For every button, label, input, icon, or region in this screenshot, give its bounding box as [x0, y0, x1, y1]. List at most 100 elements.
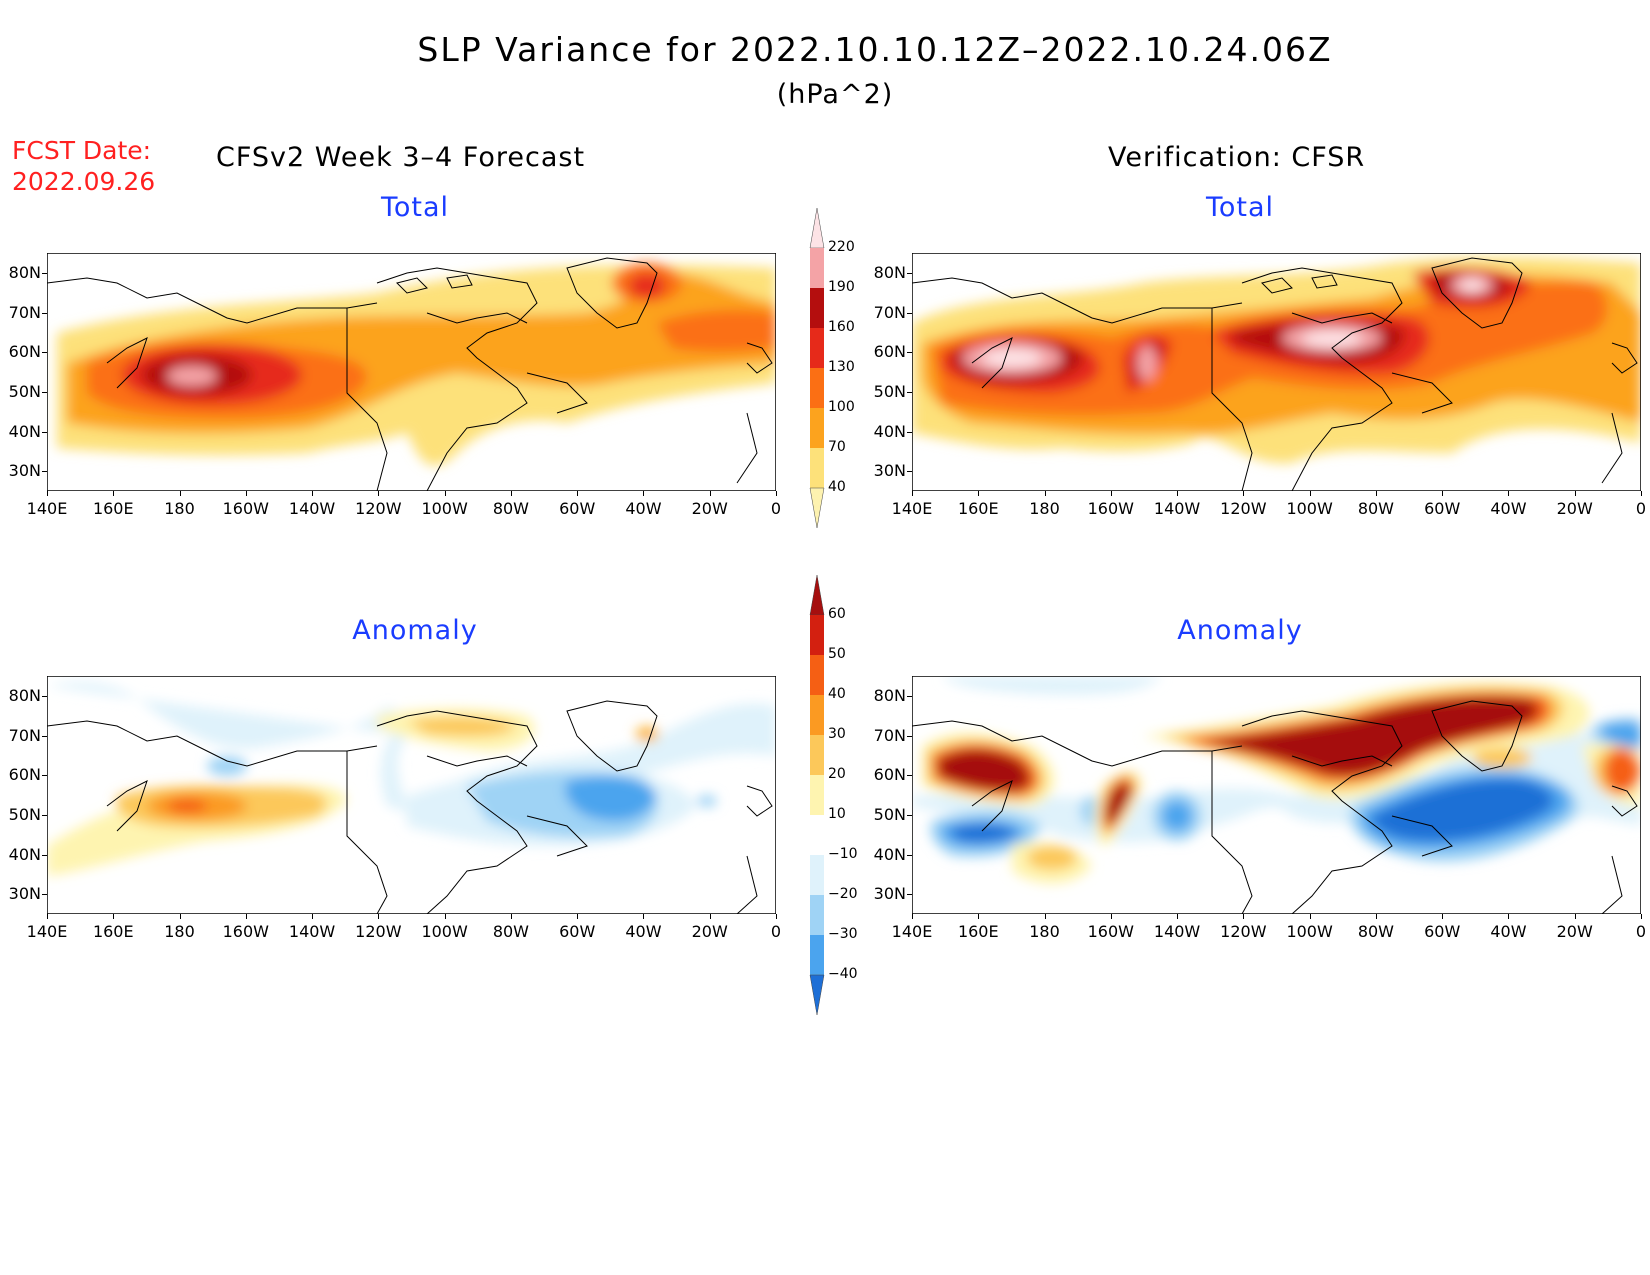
verification-anomaly-lon-label: 120W — [1220, 922, 1267, 941]
forecast-total-lon-tick — [312, 491, 314, 496]
figure-title: SLP Variance for 2022.10.10.12Z–2022.10.… — [417, 30, 1333, 69]
forecast-total-lat-label: 70N — [8, 302, 41, 322]
anomaly-colorbar-label: 30 — [828, 726, 846, 742]
total-colorbar-label: 70 — [828, 439, 846, 455]
verification-total-subtitle: Total — [1205, 192, 1275, 223]
forecast-anomaly-lat-tick — [42, 735, 47, 737]
anomaly-colorbar-label: −20 — [828, 886, 858, 902]
forecast-total-lon-label: 160E — [92, 499, 134, 518]
forecast-anomaly-contour-20-b — [407, 716, 517, 737]
verification-total-lat-label: 50N — [873, 381, 906, 401]
anomaly-colorbar-segment — [810, 735, 824, 775]
verification-anomaly-map — [912, 676, 1641, 914]
forecast-anomaly-lon-label: 180 — [164, 922, 195, 941]
anomaly-colorbar-segment — [810, 615, 824, 655]
verification-total-lon-label: 140W — [1153, 499, 1201, 518]
verification-total-lon-label: 140E — [891, 499, 933, 518]
verification-anomaly-lon-label: 160E — [957, 922, 999, 941]
anomaly-colorbar-label: 60 — [828, 606, 846, 622]
forecast-anomaly-lat-tick — [42, 695, 47, 697]
verification-total-contour-190-b — [1137, 345, 1157, 381]
verification-anomaly-lon-label: 0 — [1635, 922, 1647, 941]
verification-total-lat-tick — [907, 431, 912, 433]
forecast-anomaly-lon-label: 40W — [625, 922, 662, 941]
anomaly-colorbar-label: −40 — [828, 966, 858, 982]
verification-anomaly-lat-label: 60N — [873, 765, 906, 785]
anomaly-colorbar-label: −10 — [828, 846, 858, 862]
forecast-anomaly-lon-tick — [378, 914, 380, 919]
forecast-total-lon-tick — [709, 491, 711, 496]
forecast-total-lon-label: 140W — [288, 499, 336, 518]
forecast-anomaly-lon-tick — [776, 914, 777, 919]
anomaly-colorbar-segment — [810, 815, 824, 855]
forecast-total-lat-label: 50N — [8, 381, 41, 401]
verification-total-lat-tick — [907, 312, 912, 314]
verification-anomaly-lon-label: 60W — [1424, 922, 1461, 941]
forecast-total-lat-tick — [42, 312, 47, 314]
verification-total-lon-label: 20W — [1556, 499, 1593, 518]
verification-total-lon-label: 180 — [1029, 499, 1060, 518]
forecast-total-lon-tick — [245, 491, 247, 496]
verification-anomaly-lat-tick — [907, 775, 912, 777]
forecast-anomaly-lon-label: 100W — [421, 922, 468, 941]
verification-anomaly-contour-60-b — [1105, 783, 1131, 826]
verification-anomaly-lon-tick — [1110, 914, 1112, 919]
forecast-anomaly-lon-label: 160W — [222, 922, 269, 941]
verification-anomaly-lon-label: 40W — [1490, 922, 1527, 941]
fcst-date-label: FCST Date: — [12, 136, 152, 165]
forecast-total-lon-label: 140E — [26, 499, 68, 518]
anomaly-colorbar-segment — [810, 855, 824, 895]
verification-total-lat-label: 30N — [873, 461, 906, 481]
verification-anomaly-lat-label: 40N — [873, 844, 906, 864]
forecast-total-lon-tick — [577, 491, 579, 496]
forecast-anomaly-lat-tick — [42, 814, 47, 816]
verification-total-lat-tick — [907, 272, 912, 274]
forecast-total-subtitle: Total — [380, 192, 450, 223]
forecast-anomaly-lat-tick — [42, 775, 47, 777]
verification-total-contour-220-c — [1460, 279, 1484, 291]
verification-anomaly-lon-label: 80W — [1357, 922, 1394, 941]
verification-anomaly-lon-label: 140W — [1153, 922, 1201, 941]
forecast-anomaly-lon-tick — [444, 914, 446, 919]
forecast-anomaly-contour-neg10 — [47, 682, 776, 825]
verification-total-lon-tick — [1375, 491, 1377, 496]
verification-anomaly-contour-40-d — [1604, 749, 1640, 793]
verification-total-lat-tick — [907, 391, 912, 393]
forecast-anomaly-lon-label: 140E — [26, 922, 68, 941]
verification-total-lat-tick — [907, 352, 912, 354]
forecast-total-lat-label: 60N — [8, 342, 41, 362]
verification-anomaly-contour-20-e — [1472, 748, 1532, 768]
verification-total-lon-label: 160E — [957, 499, 999, 518]
verification-total-lon-label: 40W — [1490, 499, 1527, 518]
total-colorbar-segment — [810, 408, 824, 448]
forecast-total-lon-label: 60W — [559, 499, 596, 518]
verification-total-lat-label: 80N — [873, 262, 906, 282]
total-colorbar-top-arrow — [809, 207, 825, 249]
verification-heading: Verification: CFSR — [1108, 142, 1366, 173]
forecast-anomaly-lon-label: 60W — [559, 922, 596, 941]
coastlines — [47, 700, 773, 914]
verification-anomaly-lon-tick — [1044, 914, 1046, 919]
forecast-total-lon-tick — [776, 491, 777, 496]
verification-total-lat-label: 70N — [873, 302, 906, 322]
total-colorbar-segment — [810, 328, 824, 368]
verification-total-contour-220-b — [1302, 331, 1362, 347]
verification-total-lon-tick — [1243, 491, 1245, 496]
verification-anomaly-lon-tick — [978, 914, 980, 919]
verification-total-lon-label: 60W — [1424, 499, 1461, 518]
anomaly-colorbar-label: 10 — [828, 806, 846, 822]
anomaly-colorbar-segment — [810, 695, 824, 735]
forecast-total-lon-tick — [179, 491, 181, 496]
verification-anomaly-lon-tick — [1309, 914, 1311, 919]
verification-total-lon-tick — [1309, 491, 1311, 496]
forecast-total-lat-tick — [42, 431, 47, 433]
verification-total-lat-tick — [907, 471, 912, 473]
forecast-total-contour-190 — [167, 366, 217, 386]
anomaly-colorbar-segment — [810, 895, 824, 935]
forecast-anomaly-lon-tick — [510, 914, 512, 919]
forecast-anomaly-contour-neg20-c — [697, 795, 717, 807]
verification-total-lon-label: 120W — [1220, 499, 1267, 518]
units-label: (hPa^2) — [776, 79, 894, 110]
verification-anomaly-lat-label: 70N — [873, 725, 906, 745]
total-colorbar-segment — [810, 288, 824, 328]
